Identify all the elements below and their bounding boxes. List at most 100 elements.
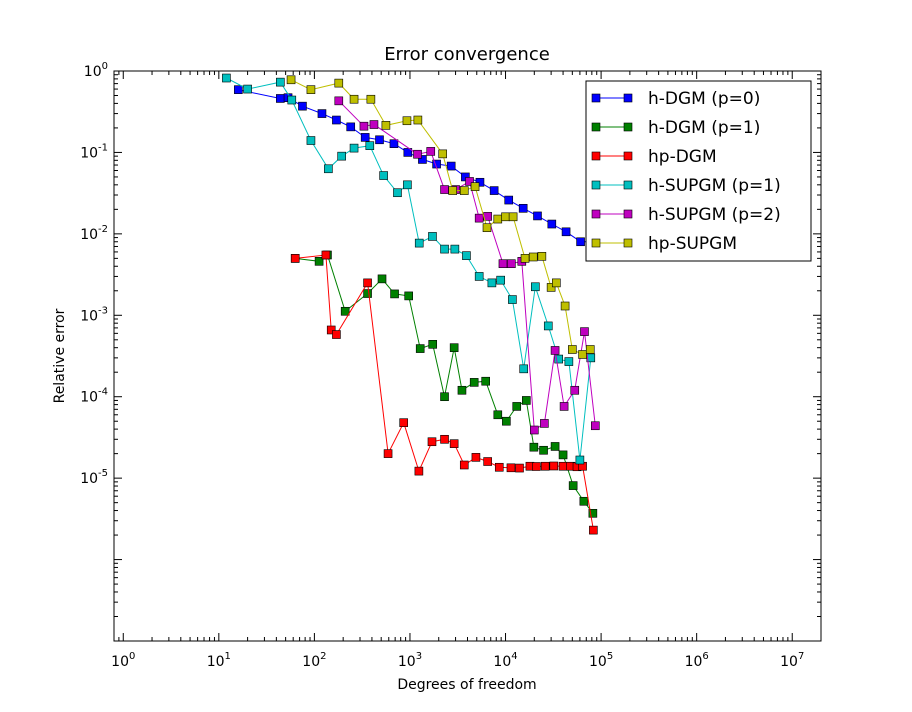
- data-point: [550, 346, 560, 355]
- data-point: [449, 439, 459, 448]
- data-point: [471, 453, 481, 462]
- data-point: [332, 115, 341, 125]
- data-point: [540, 461, 550, 471]
- legend-marker: [623, 238, 633, 248]
- data-point: [414, 238, 424, 248]
- data-point: [540, 419, 549, 428]
- series-line: [226, 77, 592, 461]
- legend-label: h-DGM (p=1): [648, 118, 760, 138]
- data-point: [515, 463, 524, 473]
- data-point: [427, 437, 437, 447]
- data-point: [481, 376, 490, 386]
- y-tick-label: 10-1: [80, 142, 108, 161]
- data-point: [381, 121, 391, 130]
- legend-marker: [591, 238, 601, 248]
- data-point: [589, 525, 598, 535]
- data-point: [549, 461, 559, 471]
- data-point: [413, 149, 422, 159]
- y-tick-labels: 100 10-1 10-2 10-3 10-4 10-5: [80, 61, 108, 487]
- x-tick-label: 103: [398, 651, 422, 670]
- data-point: [537, 252, 547, 261]
- data-point: [552, 278, 561, 288]
- data-point: [533, 211, 542, 221]
- series-layer: [222, 73, 600, 535]
- data-point: [403, 180, 412, 190]
- data-point: [522, 396, 531, 405]
- data-point: [402, 116, 412, 126]
- data-point: [234, 85, 243, 94]
- legend-entry: h-DGM (p=1): [591, 118, 760, 138]
- data-point: [457, 385, 467, 395]
- data-point: [390, 289, 399, 299]
- data-point: [504, 195, 514, 205]
- data-point: [389, 139, 399, 148]
- data-point: [346, 122, 356, 132]
- data-point: [539, 445, 548, 455]
- y-tick-label: 10-3: [80, 305, 108, 324]
- data-point: [507, 259, 516, 269]
- data-point: [399, 418, 409, 427]
- data-point: [512, 402, 522, 411]
- data-point: [520, 254, 530, 263]
- data-point: [568, 481, 578, 490]
- data-point: [334, 96, 344, 106]
- data-point: [591, 421, 600, 431]
- data-point: [554, 354, 563, 364]
- data-point: [580, 327, 589, 336]
- data-point: [529, 425, 539, 435]
- data-point: [508, 295, 517, 304]
- data-point: [519, 364, 529, 374]
- data-point: [276, 77, 285, 87]
- legend-box: [585, 80, 812, 262]
- series-3: [222, 73, 596, 465]
- data-point: [413, 115, 423, 125]
- x-tick-labels: 100 101 102 103 104 105 106 107: [111, 651, 804, 670]
- data-point: [393, 188, 402, 198]
- legend-marker: [623, 180, 633, 190]
- legend-label: hp-SUPGM: [648, 234, 737, 254]
- data-point: [585, 345, 595, 354]
- legend-entry: h-SUPGM (p=1): [591, 176, 781, 196]
- legend-marker: [591, 180, 601, 190]
- data-point: [558, 461, 568, 471]
- legend-label: h-SUPGM (p=1): [648, 176, 781, 196]
- data-point: [298, 101, 307, 111]
- data-point: [474, 272, 484, 281]
- data-point: [550, 442, 560, 451]
- data-point: [440, 244, 449, 254]
- data-point: [317, 109, 327, 118]
- data-point: [469, 378, 479, 387]
- data-point: [546, 283, 556, 292]
- data-point: [440, 185, 449, 194]
- data-point: [428, 232, 437, 241]
- data-point: [474, 213, 484, 223]
- data-point: [321, 250, 331, 260]
- data-point: [482, 223, 492, 233]
- x-tick-label: 104: [493, 651, 517, 670]
- data-point: [568, 345, 577, 354]
- data-point: [501, 212, 510, 222]
- data-point: [576, 237, 585, 247]
- data-point: [276, 94, 285, 103]
- data-point: [465, 177, 474, 186]
- legend-marker: [623, 122, 633, 132]
- data-point: [418, 155, 427, 164]
- data-point: [326, 325, 336, 335]
- data-point: [306, 85, 316, 94]
- legend-entry: hp-DGM: [591, 147, 717, 167]
- data-point: [415, 344, 425, 353]
- data-point: [404, 291, 413, 301]
- data-point: [528, 252, 538, 262]
- y-tick-label: 10-5: [80, 468, 108, 487]
- x-axis-label: Degrees of freedom: [397, 677, 536, 693]
- data-point: [222, 73, 231, 83]
- data-point: [440, 434, 449, 444]
- legend-marker: [591, 209, 601, 219]
- data-point: [438, 149, 447, 159]
- legend-label: h-SUPGM (p=2): [648, 205, 781, 225]
- data-point: [483, 457, 492, 466]
- plot-border: [113, 70, 822, 642]
- data-point: [286, 75, 296, 85]
- data-point: [449, 343, 459, 352]
- data-point: [561, 227, 571, 237]
